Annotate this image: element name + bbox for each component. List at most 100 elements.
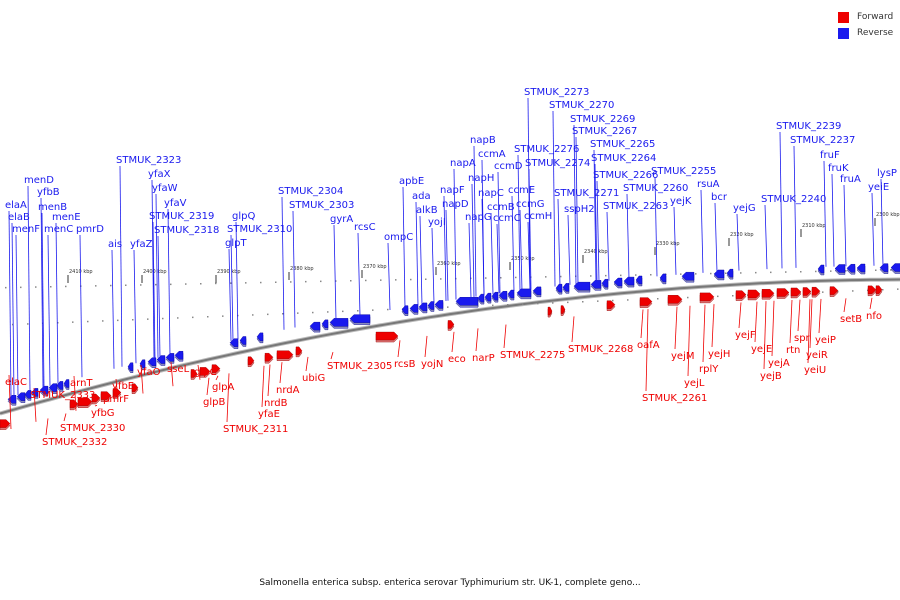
reverse-gene xyxy=(613,277,623,287)
track-dot xyxy=(635,274,637,276)
track-dot xyxy=(687,296,689,299)
reverse-leader-line xyxy=(779,131,783,269)
forward-leader-line xyxy=(711,304,715,348)
track-dot xyxy=(275,281,277,283)
reverse-gene xyxy=(726,268,734,278)
reverse-leader-line xyxy=(527,97,531,290)
forward-gene-label: glpA xyxy=(212,382,234,393)
track-dot xyxy=(140,284,142,286)
reverse-leader-line xyxy=(596,180,600,282)
forward-gene-label: yfbE xyxy=(112,381,134,392)
reverse-gene xyxy=(309,321,321,331)
forward-gene-label: glpB xyxy=(203,397,225,408)
track-dot xyxy=(207,316,209,318)
track-dot xyxy=(117,319,119,322)
track-dot xyxy=(425,278,427,280)
track-dot xyxy=(785,271,787,273)
reverse-gene-label: napD xyxy=(442,199,469,210)
reverse-gene xyxy=(555,283,563,293)
reverse-gene-label: alkB xyxy=(416,205,438,216)
track-dot xyxy=(845,270,847,272)
track-dot xyxy=(387,308,389,311)
forward-gene-label: yejL xyxy=(684,378,705,389)
reverse-leader-line xyxy=(567,214,571,285)
reverse-gene xyxy=(856,263,866,273)
reverse-leader-line xyxy=(626,193,630,279)
track-dot xyxy=(545,276,547,278)
forward-leader-line xyxy=(571,316,575,343)
forward-gene xyxy=(190,369,198,378)
forward-gene xyxy=(606,300,616,309)
reverse-gene-label: STMUK_2265 xyxy=(590,139,655,150)
track-dot xyxy=(372,309,374,311)
reverse-leader-line xyxy=(11,222,15,397)
forward-leader-line xyxy=(140,364,144,394)
forward-gene-label: elaC xyxy=(5,377,27,388)
reverse-leader-line xyxy=(443,195,447,302)
forward-leader-line xyxy=(170,361,174,387)
reverse-gene xyxy=(573,281,591,291)
forward-gene xyxy=(776,288,790,297)
track-dot xyxy=(252,314,254,316)
forward-gene xyxy=(829,286,839,295)
forward-gene-label: STMUK_2261 xyxy=(642,393,707,404)
reverse-leader-line xyxy=(111,249,115,369)
legend-item-forward: Forward xyxy=(838,9,893,25)
scale-tick-label: 2330 kbp xyxy=(656,241,680,247)
reverse-gene-label: pmrD xyxy=(76,224,104,235)
reverse-leader-line xyxy=(445,209,449,301)
forward-gene-label: yfaO xyxy=(137,367,161,378)
reverse-gene xyxy=(174,351,184,360)
forward-leader-line xyxy=(424,335,428,358)
track-dot xyxy=(770,271,772,274)
reverse-gene xyxy=(329,318,349,327)
reverse-gene xyxy=(498,291,508,300)
forward-gene xyxy=(375,331,399,341)
forward-gene-label: setB xyxy=(840,314,862,325)
reverse-gene-label: rcsC xyxy=(354,222,376,233)
track-dot xyxy=(612,299,614,302)
track-dot xyxy=(395,279,397,281)
reverse-gene xyxy=(349,314,371,323)
track-dot xyxy=(42,322,44,325)
reverse-gene-label: STMUK_2260 xyxy=(623,183,688,194)
forward-gene-label: rcsB xyxy=(394,359,416,370)
legend-item-reverse: Reverse xyxy=(838,25,893,41)
forward-leader-line xyxy=(279,362,283,384)
forward-leader-line xyxy=(771,300,775,357)
track-dot xyxy=(297,312,299,314)
track-dot xyxy=(230,282,232,284)
reverse-gene-label: napB xyxy=(470,135,496,146)
track-dot xyxy=(50,286,52,288)
track-dot xyxy=(627,299,629,301)
forward-gene xyxy=(276,350,294,359)
track-dot xyxy=(155,283,157,286)
reverse-leader-line xyxy=(41,212,45,388)
reverse-leader-line xyxy=(880,178,884,266)
scale-tick-label: 2310 kbp xyxy=(802,223,826,229)
track-dot xyxy=(620,274,622,277)
forward-gene xyxy=(0,419,11,428)
forward-leader-line xyxy=(807,299,811,364)
reverse-gene-label: STMUK_2263 xyxy=(603,201,668,212)
reverse-gene xyxy=(532,286,542,296)
reverse-leader-line xyxy=(119,165,123,367)
forward-gene xyxy=(295,346,303,356)
forward-gene-label: yejB xyxy=(760,371,782,382)
track-dot xyxy=(20,286,22,289)
forward-gene-label: yeiU xyxy=(804,365,826,376)
reverse-leader-line xyxy=(473,145,477,297)
forward-gene xyxy=(747,289,761,299)
track-dot xyxy=(605,274,607,277)
reverse-leader-line xyxy=(481,198,485,296)
forward-leader-line xyxy=(115,378,119,400)
forward-leader-line xyxy=(869,297,873,310)
genome-caption: Salmonella enterica subsp. enterica sero… xyxy=(259,578,641,588)
reverse-gene-label: menE xyxy=(52,212,81,223)
reverse-leader-line xyxy=(167,208,171,355)
legend-label-reverse: Reverse xyxy=(857,28,894,38)
track-dot xyxy=(837,290,839,293)
track-dot xyxy=(800,271,802,273)
reverse-leader-line xyxy=(557,198,561,286)
forward-gene-label: eco xyxy=(448,354,466,365)
